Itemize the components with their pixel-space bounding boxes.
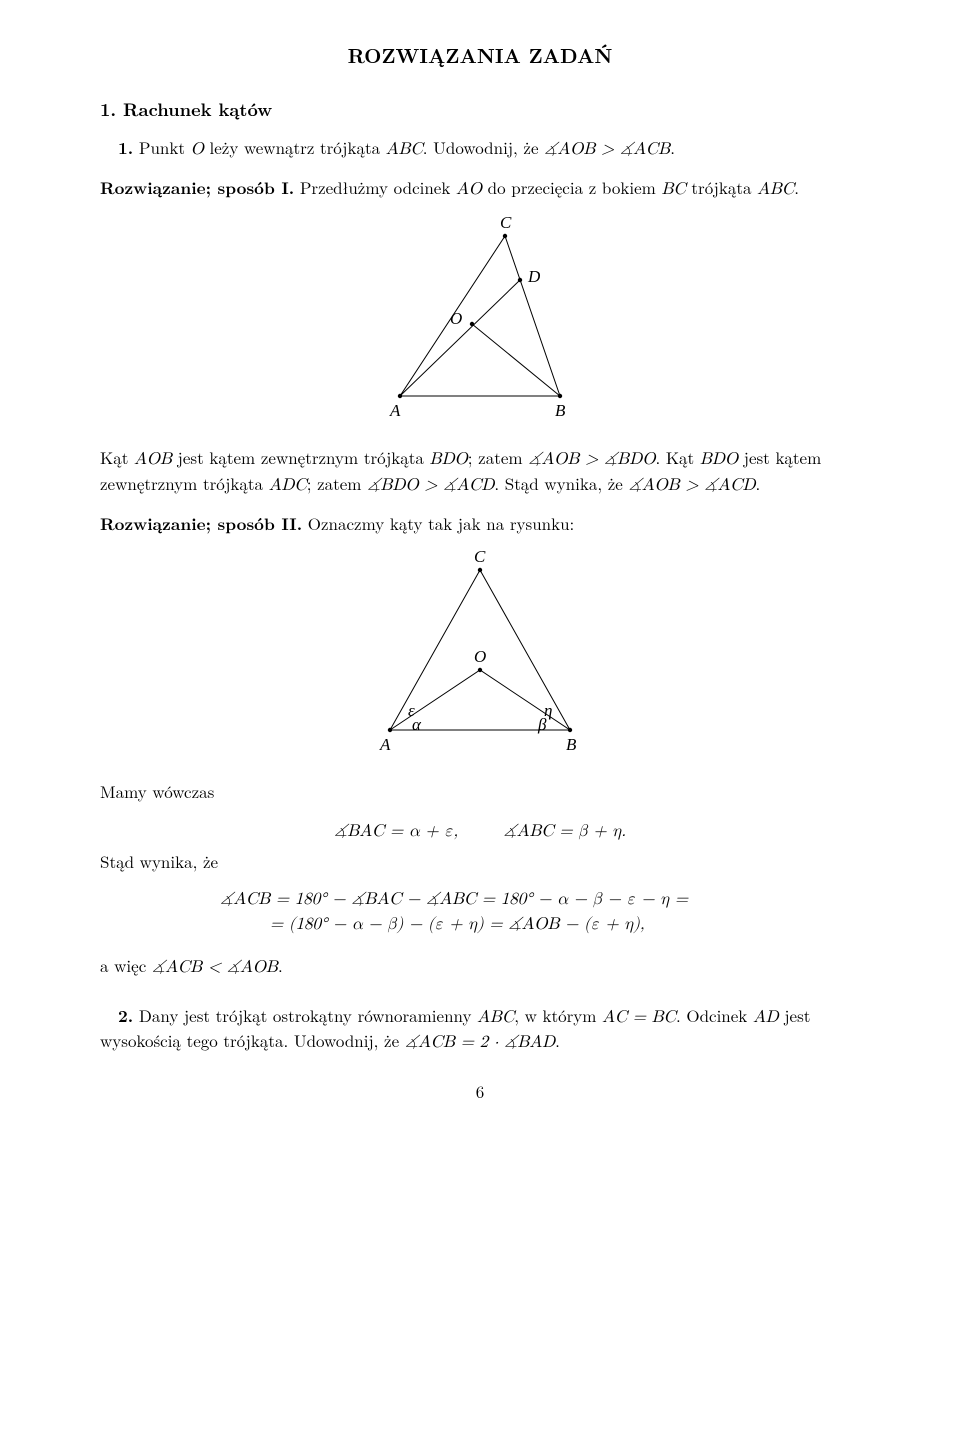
math-var: AOB [134, 451, 172, 468]
solution-label: Rozwiązanie; sposób II. [100, 512, 302, 536]
text: . [555, 1028, 560, 1052]
text: . [278, 953, 283, 977]
mamy-wowczas: Mamy wówczas [100, 780, 860, 803]
text: do przecięcia z bokiem [482, 175, 661, 199]
text: Kąt [100, 445, 134, 469]
text: Oznaczmy kąty tak jak na rysunku: [302, 511, 574, 535]
triangle-diagram-2: A B C O ε α β η [340, 550, 620, 760]
text: . Odcinek [676, 1003, 753, 1027]
label-B: B [555, 401, 566, 420]
math-var: ABC [757, 181, 794, 198]
math-expr: ∡AOB > ∡BDO [528, 451, 655, 468]
label-C: C [474, 550, 486, 566]
problem-1: 1. Punkt O leży wewnątrz trójkąta ABC. U… [100, 136, 860, 162]
math-var: ADC [269, 477, 307, 494]
math-expr: ∡AOB > ∡ACD [628, 477, 755, 494]
text: ; zatem [468, 445, 528, 469]
solution-label: Rozwiązanie; sposób I. [100, 176, 294, 200]
section-heading: 1. Rachunek kątów [100, 97, 860, 122]
math-var: BC [661, 181, 685, 198]
solution-1-intro: Rozwiązanie; sposób I. Przedłużmy odcine… [100, 176, 860, 202]
math-expr: AC = BC [602, 1009, 676, 1026]
text: . Stąd wynika, że [494, 471, 628, 495]
text: , w którym [514, 1003, 602, 1027]
math-expr: ∡ACB = 2 · ∡BAD [405, 1034, 555, 1051]
a-wiec: a więc ∡ACB < ∡AOB. [100, 954, 860, 980]
label-O: O [474, 647, 486, 666]
text: Punkt [133, 135, 190, 159]
page-number: 6 [100, 1079, 860, 1103]
math-var: O [191, 141, 204, 158]
eq-line-1: ∡BAC = α + ε, ∡ABC = β + η. [100, 817, 860, 842]
math-var: ABC [386, 141, 423, 158]
math-var: ABC [477, 1009, 514, 1026]
math-expr: = (180° − α − β) − (ε + η) = ∡AOB − (ε +… [270, 912, 860, 938]
text: . Udowodnij, że [423, 135, 544, 159]
label-C: C [500, 216, 512, 232]
label-D: D [527, 267, 541, 286]
figure-1: A B C O D [100, 216, 860, 426]
label-A: A [379, 735, 391, 754]
text: . [755, 471, 760, 495]
text: leży wewnątrz trójkąta [204, 135, 386, 159]
math-var: AD [753, 1009, 779, 1026]
label-alpha: α [412, 715, 422, 734]
text: trójkąta [686, 175, 757, 199]
triangle-diagram-1: A B C O D [350, 216, 610, 426]
math-var: AO [456, 181, 482, 198]
page-title: ROZWIĄZANIA ZADAŃ [100, 40, 860, 69]
solution-2-intro: Rozwiązanie; sposób II. Oznaczmy kąty ta… [100, 512, 860, 536]
label-A: A [389, 401, 401, 420]
math-expr: ∡ACB = 180° − ∡BAC − ∡ABC = 180° − α − β… [220, 887, 860, 913]
math-var: BDO [700, 451, 738, 468]
figure-2: A B C O ε α β η [100, 550, 860, 760]
solution-1-body: Kąt AOB jest kątem zewnętrznym trójkąta … [100, 446, 860, 498]
text: . [670, 135, 675, 159]
eq-block: ∡ACB = 180° − ∡BAC − ∡ABC = 180° − α − β… [220, 887, 860, 938]
problem-2: 2. Dany jest trójkąt ostrokątny równoram… [100, 1004, 860, 1056]
text: Dany jest trójkąt ostrokątny równoramien… [133, 1003, 477, 1027]
math-expr: ∡BDO > ∡ACD [367, 477, 494, 494]
stad-wynika: Stąd wynika, że [100, 850, 860, 873]
math-expr: ∡ABC = β + η. [503, 823, 626, 840]
text: . Kąt [655, 445, 699, 469]
text: ; zatem [307, 471, 367, 495]
text: a więc [100, 953, 152, 977]
text: jest kątem zewnętrznym trójkąta [172, 445, 430, 469]
text: . [794, 175, 799, 199]
math-expr: ∡BAC = α + ε, [334, 823, 458, 840]
math-expr: ∡ACB < ∡AOB [152, 959, 278, 976]
problem-number: 2. [118, 1004, 133, 1028]
label-O: O [450, 309, 462, 328]
text: Przedłużmy odcinek [294, 175, 456, 199]
math-var: BDO [430, 451, 468, 468]
label-eta: η [544, 701, 552, 720]
page-container: ROZWIĄZANIA ZADAŃ 1. Rachunek kątów 1. P… [0, 0, 960, 1143]
math-expr: ∡AOB > ∡ACB [544, 141, 670, 158]
problem-number: 1. [118, 136, 133, 160]
label-B: B [566, 735, 577, 754]
